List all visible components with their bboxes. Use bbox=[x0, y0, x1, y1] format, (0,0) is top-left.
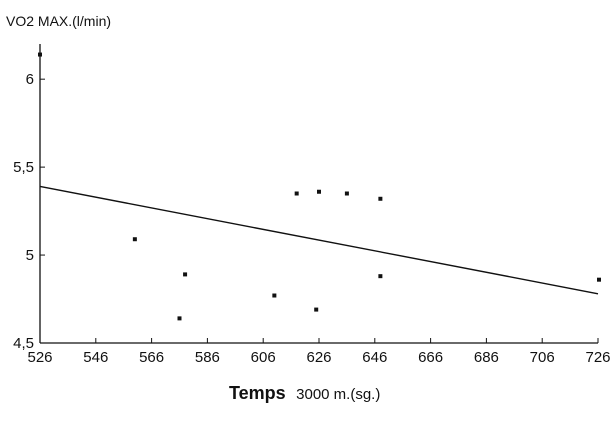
data-points bbox=[38, 52, 601, 321]
x-tick-label: 546 bbox=[83, 349, 108, 366]
data-point bbox=[294, 191, 299, 196]
x-tick-label: 626 bbox=[306, 349, 331, 366]
data-point bbox=[378, 274, 383, 279]
x-axis-label: Temps 3000 m.(sg.) bbox=[229, 383, 380, 403]
x-axis-label-rest: 3000 m.(sg.) bbox=[296, 386, 380, 403]
data-point bbox=[314, 307, 319, 312]
x-tick-label: 686 bbox=[474, 349, 499, 366]
y-tick-label: 6 bbox=[26, 71, 34, 88]
x-tick-label: 666 bbox=[418, 349, 443, 366]
trendline bbox=[39, 185, 599, 295]
y-axis-ticks: 4,5 5 5,5 6 bbox=[13, 71, 45, 352]
data-point bbox=[378, 196, 383, 201]
x-axis-ticks: 526 546 566 586 606 626 646 666 686 706 726 bbox=[27, 338, 611, 366]
y-tick-label: 4,5 bbox=[13, 335, 34, 352]
y-tick-label: 5,5 bbox=[13, 159, 34, 176]
x-tick-label: 526 bbox=[27, 349, 52, 366]
x-tick-label: 646 bbox=[362, 349, 387, 366]
data-point bbox=[597, 277, 601, 282]
data-point bbox=[344, 191, 349, 196]
data-point bbox=[317, 189, 321, 194]
x-tick-label: 706 bbox=[530, 349, 555, 366]
x-tick-label: 566 bbox=[139, 349, 164, 366]
x-tick-label: 586 bbox=[195, 349, 220, 366]
x-tick-label: 606 bbox=[251, 349, 276, 366]
data-point bbox=[177, 316, 182, 321]
data-point bbox=[38, 52, 42, 57]
data-point bbox=[272, 293, 277, 298]
data-point bbox=[183, 272, 188, 277]
y-tick-label: 5 bbox=[26, 247, 34, 264]
y-axis-label: VO2 MAX.(l/min) bbox=[6, 13, 111, 29]
trendline-group bbox=[39, 185, 599, 295]
x-axis-label-bold: Temps bbox=[229, 383, 286, 403]
x-tick-label: 726 bbox=[585, 349, 610, 366]
data-point bbox=[132, 237, 137, 242]
